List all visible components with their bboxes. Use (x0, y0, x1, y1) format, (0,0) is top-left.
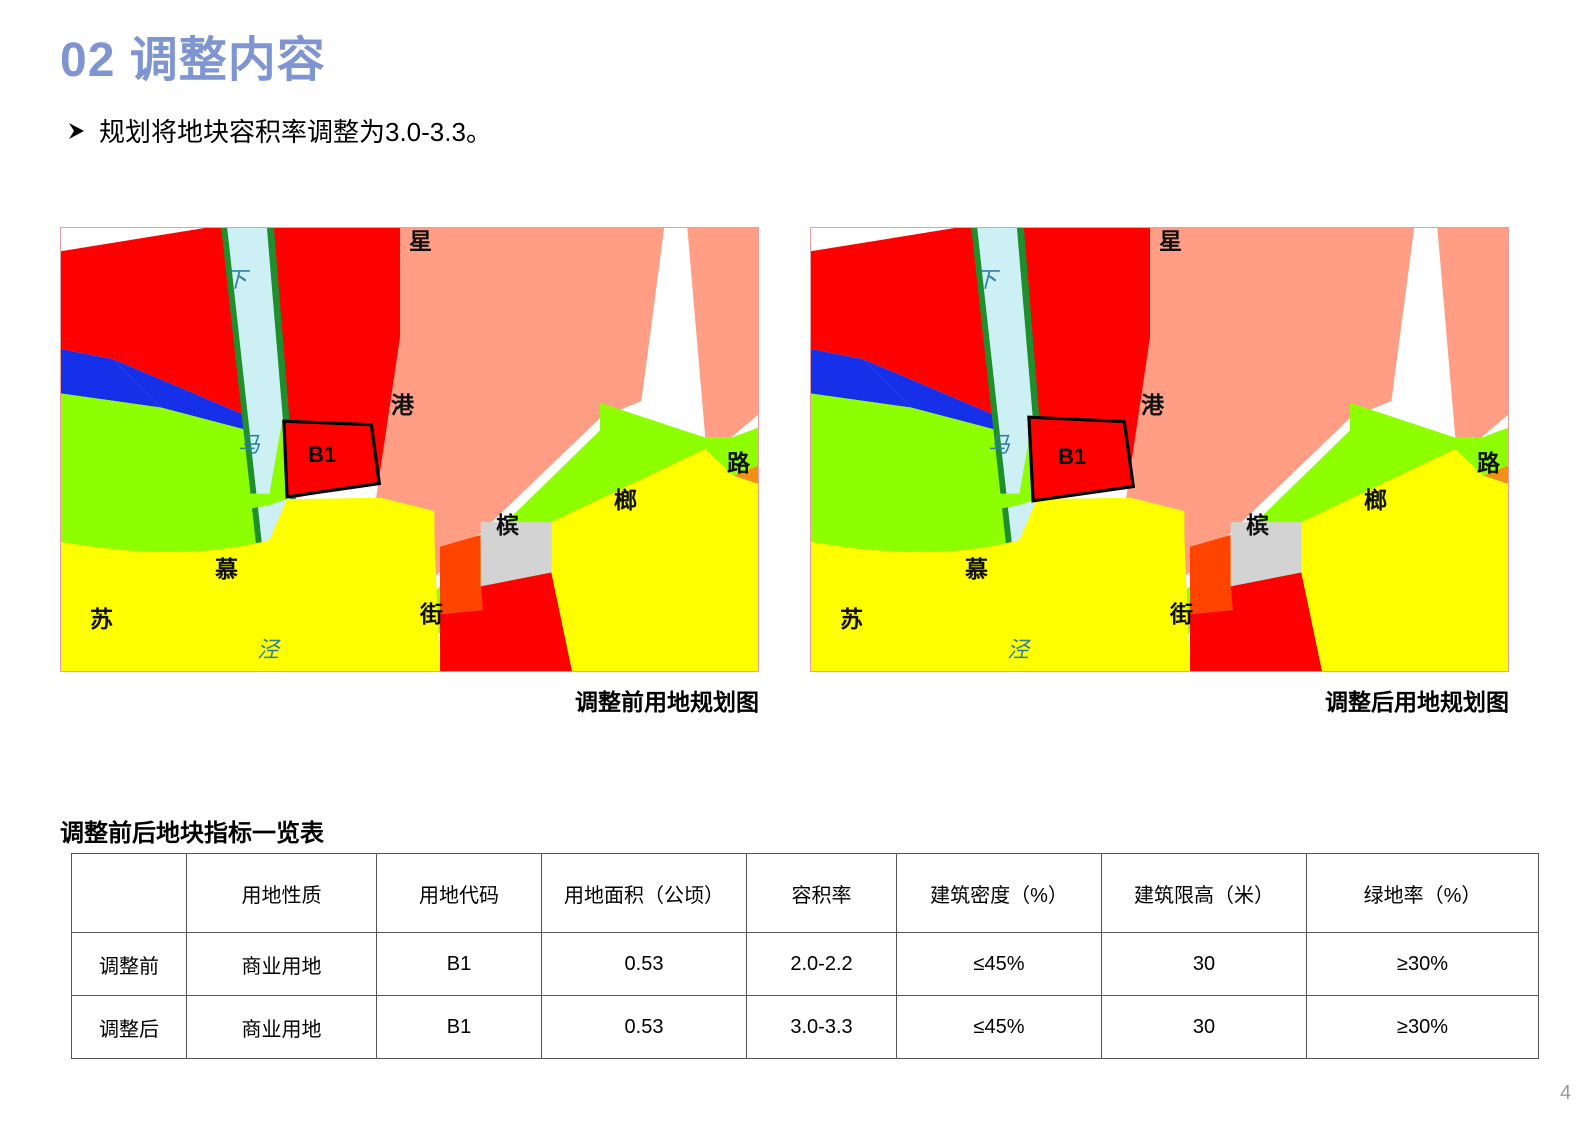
svg-text:榔: 榔 (614, 487, 637, 513)
svg-text:街: 街 (419, 601, 443, 627)
svg-text:星: 星 (409, 228, 432, 254)
svg-text:马: 马 (238, 432, 261, 457)
svg-text:马: 马 (988, 432, 1011, 457)
svg-text:慕: 慕 (964, 556, 988, 582)
svg-text:槟: 槟 (496, 512, 519, 538)
svg-text:港: 港 (391, 392, 415, 418)
svg-text:路: 路 (1477, 450, 1501, 476)
svg-text:苏: 苏 (840, 606, 863, 632)
svg-text:路: 路 (727, 450, 751, 476)
svg-text:榔: 榔 (1364, 487, 1387, 513)
svg-text:B1: B1 (1058, 444, 1086, 469)
svg-text:B1: B1 (308, 442, 336, 467)
svg-text:苏: 苏 (90, 606, 113, 632)
svg-text:街: 街 (1169, 601, 1193, 627)
svg-text:泾: 泾 (1007, 637, 1031, 662)
svg-text:星: 星 (1159, 228, 1182, 254)
svg-text:慕: 慕 (214, 556, 238, 582)
svg-text:槟: 槟 (1246, 512, 1269, 538)
svg-text:港: 港 (1141, 392, 1165, 418)
svg-text:泾: 泾 (257, 637, 281, 662)
